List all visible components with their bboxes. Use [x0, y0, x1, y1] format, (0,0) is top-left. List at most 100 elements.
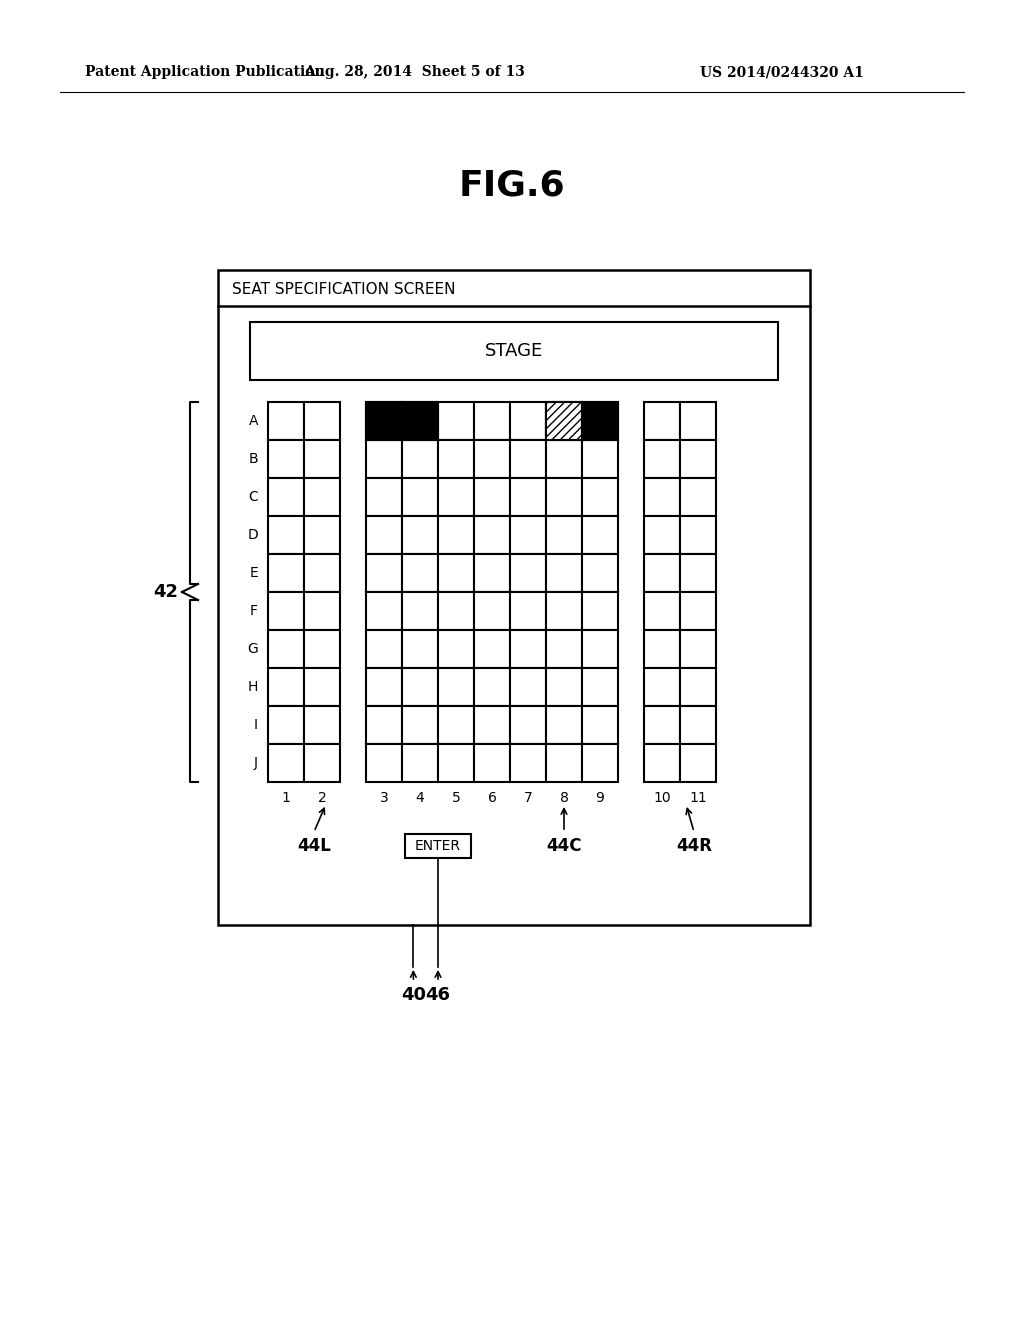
Bar — [680, 706, 716, 744]
Bar — [268, 403, 304, 440]
Text: 44L: 44L — [297, 837, 331, 855]
Bar — [268, 440, 304, 478]
Bar — [366, 403, 402, 440]
Text: H: H — [248, 680, 258, 694]
Bar — [644, 478, 680, 516]
Bar — [402, 630, 438, 668]
Text: 1: 1 — [282, 791, 291, 805]
Bar — [510, 478, 546, 516]
Bar — [582, 403, 618, 440]
Bar — [644, 591, 680, 630]
Bar — [304, 516, 340, 554]
Bar — [546, 591, 582, 630]
Text: I: I — [254, 718, 258, 733]
Bar — [510, 440, 546, 478]
Text: 9: 9 — [596, 791, 604, 805]
Bar — [218, 271, 810, 925]
Bar — [402, 744, 438, 781]
Bar — [304, 630, 340, 668]
Bar — [644, 440, 680, 478]
Text: SEAT SPECIFICATION SCREEN: SEAT SPECIFICATION SCREEN — [232, 282, 456, 297]
Bar — [680, 630, 716, 668]
Bar — [304, 591, 340, 630]
Text: ENTER: ENTER — [415, 840, 461, 853]
Text: 44R: 44R — [676, 837, 712, 855]
Bar — [474, 440, 510, 478]
Bar — [304, 706, 340, 744]
Bar — [644, 630, 680, 668]
Text: FIG.6: FIG.6 — [459, 168, 565, 202]
Bar — [644, 706, 680, 744]
Bar — [474, 478, 510, 516]
Bar — [546, 668, 582, 706]
Text: 2: 2 — [317, 791, 327, 805]
Bar — [644, 516, 680, 554]
Bar — [474, 706, 510, 744]
Bar — [268, 478, 304, 516]
Bar — [510, 630, 546, 668]
Bar — [366, 668, 402, 706]
Bar — [304, 744, 340, 781]
Bar — [268, 554, 304, 591]
Bar — [582, 706, 618, 744]
Bar — [304, 478, 340, 516]
Text: 44C: 44C — [546, 837, 582, 855]
Bar — [474, 668, 510, 706]
Bar — [510, 554, 546, 591]
Text: D: D — [247, 528, 258, 543]
Bar — [402, 516, 438, 554]
Text: 46: 46 — [426, 986, 451, 1005]
Text: E: E — [249, 566, 258, 579]
Bar — [268, 706, 304, 744]
Text: 42: 42 — [154, 583, 178, 601]
Bar — [510, 706, 546, 744]
Bar — [268, 668, 304, 706]
Bar — [304, 668, 340, 706]
Text: 6: 6 — [487, 791, 497, 805]
Bar — [510, 668, 546, 706]
Bar — [546, 630, 582, 668]
Bar — [366, 591, 402, 630]
Bar — [680, 744, 716, 781]
Bar — [680, 478, 716, 516]
Bar — [546, 478, 582, 516]
Bar — [546, 554, 582, 591]
Bar — [582, 478, 618, 516]
Bar — [268, 591, 304, 630]
Text: 7: 7 — [523, 791, 532, 805]
Bar — [304, 554, 340, 591]
Bar — [366, 516, 402, 554]
Bar — [510, 516, 546, 554]
Bar — [250, 322, 778, 380]
Bar — [402, 591, 438, 630]
Bar — [406, 834, 471, 858]
Bar — [366, 554, 402, 591]
Bar — [644, 744, 680, 781]
Text: B: B — [249, 451, 258, 466]
Bar — [510, 591, 546, 630]
Bar — [474, 403, 510, 440]
Bar — [268, 744, 304, 781]
Bar — [438, 478, 474, 516]
Bar — [680, 668, 716, 706]
Bar — [366, 478, 402, 516]
Bar — [546, 440, 582, 478]
Text: G: G — [247, 642, 258, 656]
Bar — [438, 744, 474, 781]
Text: A: A — [249, 414, 258, 428]
Bar — [438, 554, 474, 591]
Bar — [268, 516, 304, 554]
Bar — [546, 706, 582, 744]
Bar — [582, 591, 618, 630]
Bar — [438, 516, 474, 554]
Bar — [582, 630, 618, 668]
Bar — [474, 516, 510, 554]
Text: 3: 3 — [380, 791, 388, 805]
Bar — [680, 440, 716, 478]
Bar — [438, 706, 474, 744]
Bar — [438, 440, 474, 478]
Bar — [438, 668, 474, 706]
Bar — [582, 440, 618, 478]
Text: 40: 40 — [400, 986, 426, 1005]
Bar — [402, 403, 438, 440]
